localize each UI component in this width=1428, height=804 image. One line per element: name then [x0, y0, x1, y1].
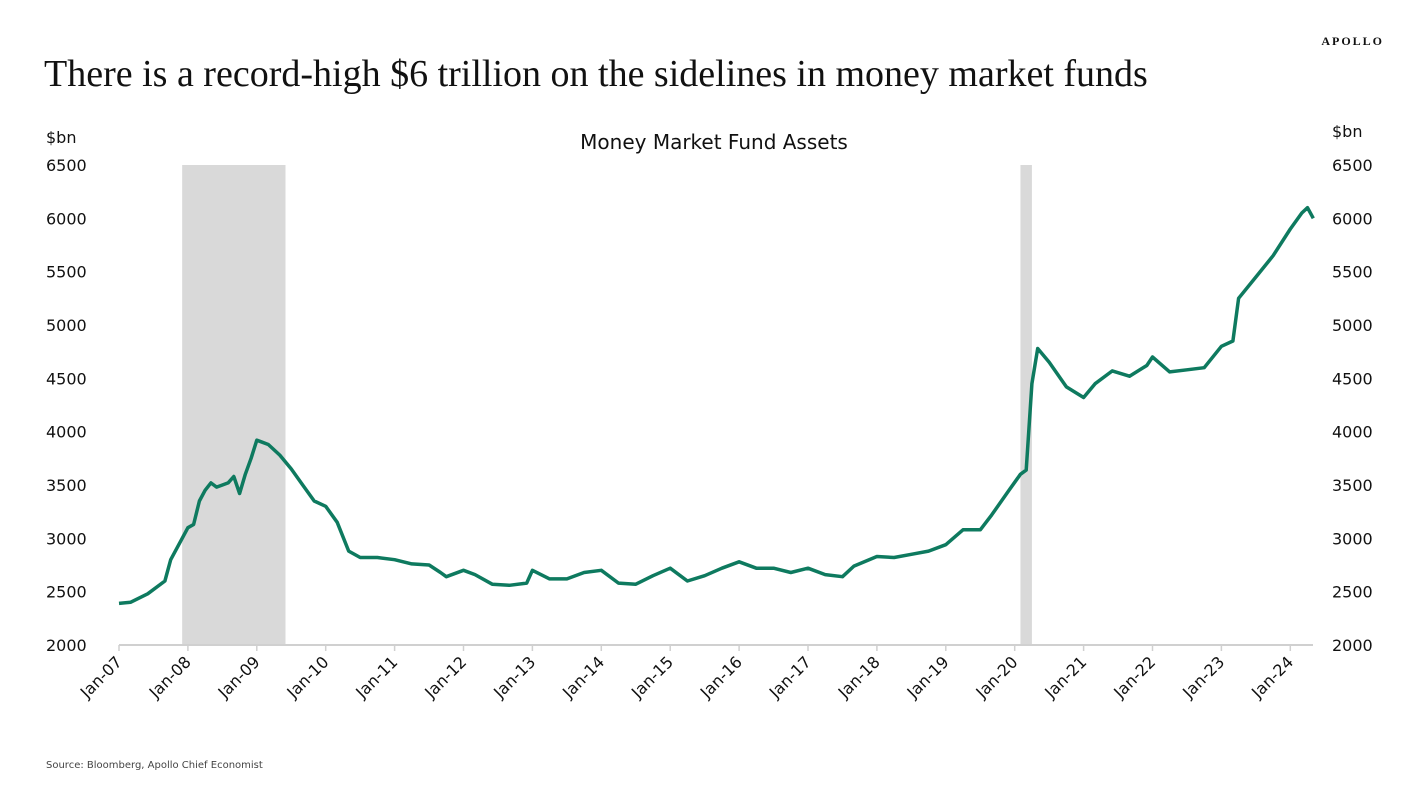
x-tick-label: Jan-18: [834, 652, 884, 702]
y-tick-label-left: 4000: [46, 423, 87, 442]
y-tick-label-right: 4500: [1332, 369, 1373, 388]
y-tick-label-right: 6000: [1332, 209, 1373, 228]
apollo-logo: APOLLO: [1321, 34, 1384, 48]
x-tick-label: Jan-13: [489, 652, 539, 702]
x-tick-label: Jan-11: [351, 652, 401, 702]
y-tick-label-right: 5000: [1332, 316, 1373, 335]
y-tick-label-right: 4000: [1332, 423, 1373, 442]
recession-band: [1020, 165, 1032, 645]
recession-band: [182, 165, 286, 645]
x-tick-label: Jan-09: [214, 652, 264, 702]
y-axis-label-left: $bn: [46, 128, 76, 147]
x-tick-label: Jan-08: [145, 652, 195, 702]
x-tick-label: Jan-23: [1178, 652, 1228, 702]
x-tick-label: Jan-07: [76, 652, 126, 702]
y-tick-label-left: 2500: [46, 583, 87, 602]
y-axis-label-right: $bn: [1332, 122, 1362, 141]
y-tick-label-left: 3500: [46, 476, 87, 495]
x-tick-label: Jan-17: [765, 652, 815, 702]
x-tick-label: Jan-12: [420, 652, 470, 702]
y-tick-label-left: 5500: [46, 263, 87, 282]
x-tick-label: Jan-10: [282, 652, 332, 702]
x-tick-label: Jan-16: [696, 652, 746, 702]
chart-title: Money Market Fund Assets: [580, 130, 848, 154]
y-tick-label-right: 5500: [1332, 263, 1373, 282]
series-line: [118, 205, 1315, 606]
y-tick-label-left: 3000: [46, 529, 87, 548]
y-tick-label-right: 2000: [1332, 636, 1373, 655]
y-tick-label-left: 4500: [46, 369, 87, 388]
x-tick-label: Jan-14: [558, 652, 608, 702]
y-tick-label-right: 6500: [1332, 156, 1373, 175]
y-tick-label-right: 3000: [1332, 529, 1373, 548]
page-title: There is a record-high $6 trillion on th…: [44, 53, 1148, 95]
y-tick-label-left: 6500: [46, 156, 87, 175]
source-note: Source: Bloomberg, Apollo Chief Economis…: [46, 760, 263, 771]
y-tick-label-left: 2000: [46, 636, 87, 655]
y-tick-label-left: 6000: [46, 209, 87, 228]
x-tick-label: Jan-15: [627, 652, 677, 702]
x-tick-label: Jan-21: [1040, 652, 1090, 702]
x-tick-label: Jan-19: [903, 652, 953, 702]
y-tick-label-right: 3500: [1332, 476, 1373, 495]
x-tick-label: Jan-20: [971, 652, 1021, 702]
x-tick-label: Jan-22: [1109, 652, 1159, 702]
x-tick-label: Jan-24: [1247, 652, 1297, 702]
y-tick-label-left: 5000: [46, 316, 87, 335]
y-tick-label-right: 2500: [1332, 583, 1373, 602]
